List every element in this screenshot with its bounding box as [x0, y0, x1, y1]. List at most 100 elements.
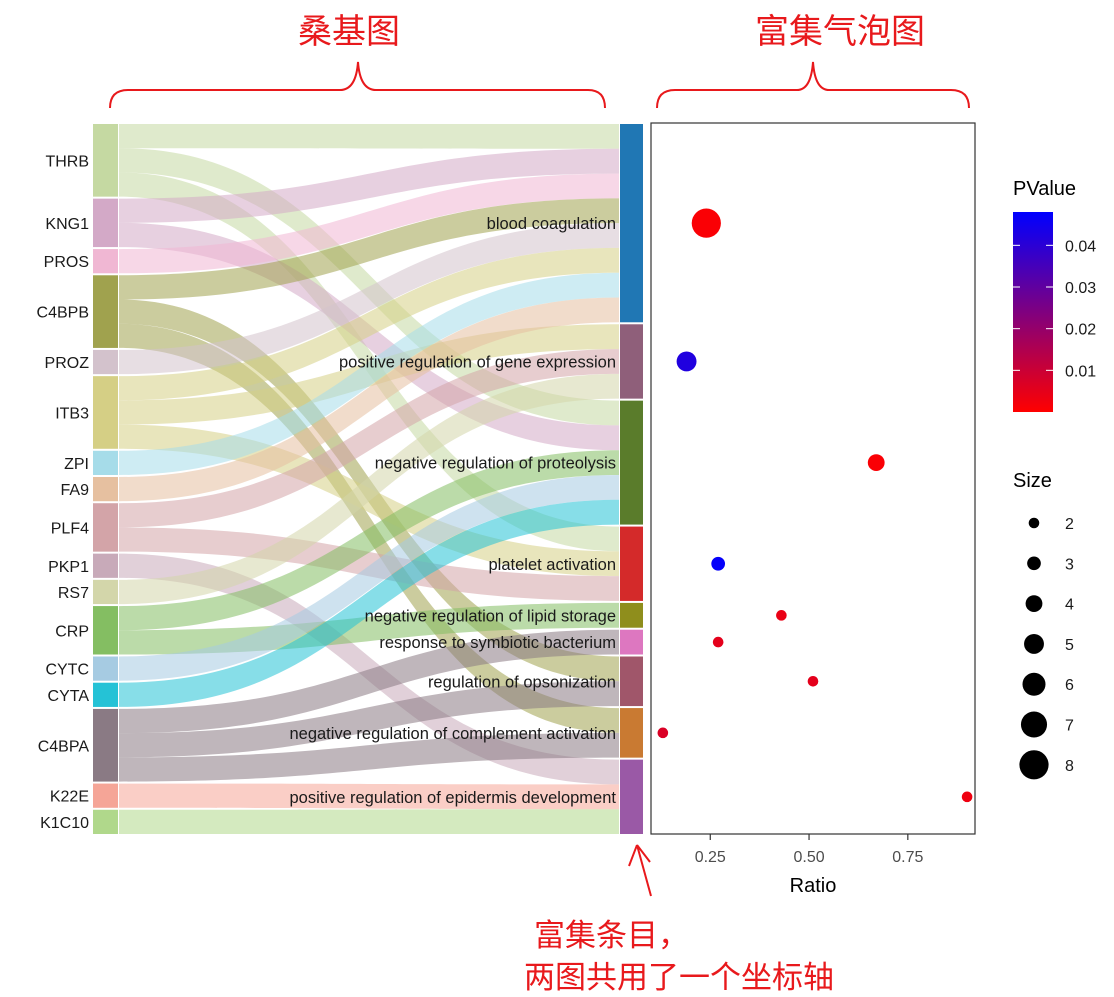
sankey-link-cyta-to-negative-regulation-of-proteolysis	[119, 499, 619, 707]
bubble-bracket	[656, 61, 970, 109]
term-label-negative-regulation-of-complement-activation: negative regulation of complement activa…	[289, 725, 616, 743]
gene-label-k1c10: K1C10	[40, 815, 89, 832]
gene-node-k1c10	[93, 809, 118, 834]
term-label-positive-regulation-of-epidermis-development: positive regulation of epidermis develop…	[289, 789, 616, 807]
term-label-platelet-activation: platelet activation	[489, 556, 617, 574]
gene-node-thrb	[93, 124, 118, 197]
gene-label-itb3: ITB3	[55, 405, 89, 422]
bubble-platelet-activation	[711, 556, 726, 571]
term-node-positive-regulation-of-epidermis-development	[620, 759, 643, 834]
size-legend-label-7: 7	[1065, 718, 1074, 735]
sankey-link-k1c10-to-positive-regulation-of-epidermis-development	[119, 809, 619, 834]
gene-label-proz: PROZ	[45, 355, 90, 372]
gene-label-pkp1: PKP1	[48, 559, 89, 576]
gene-nodes	[93, 124, 118, 834]
gene-node-plf4	[93, 503, 118, 552]
sankey-link-k22e-to-positive-regulation-of-epidermis-development	[119, 783, 619, 810]
bubble-positive-regulation-of-gene-expression	[676, 351, 697, 372]
bubble-chart: 0.25 0.50 0.75 Ratio	[650, 122, 976, 897]
size-legend-label-4: 4	[1065, 597, 1074, 614]
sankey-link-fa9-to-blood-coagulation	[119, 297, 619, 502]
size-legend-dot-6	[1022, 672, 1046, 696]
term-label-negative-regulation-of-lipid-storage: negative regulation of lipid storage	[365, 607, 616, 625]
gene-node-rs7	[93, 579, 118, 605]
size-legend-label-2: 2	[1065, 516, 1074, 533]
gene-node-itb3	[93, 376, 118, 449]
size-legend-items: 2 3 4 5 6 7 8	[1019, 516, 1074, 780]
term-label-response-to-symbiotic-bacterium: response to symbiotic bacterium	[379, 634, 616, 652]
gene-label-rs7: RS7	[58, 585, 89, 602]
sankey-link-c4bpa-to-response-to-symbiotic-bacterium	[119, 629, 619, 734]
sankey-bracket	[109, 61, 606, 109]
gene-node-c4bpb	[93, 275, 118, 348]
gene-label-cyta: CYTA	[48, 688, 90, 705]
gene-label-kng1: KNG1	[45, 216, 89, 233]
x-tick-label-0-25: 0.25	[695, 849, 726, 866]
sankey-link-kng1-to-blood-coagulation	[119, 148, 619, 223]
term-label-positive-regulation-of-gene-expression: positive regulation of gene expression	[339, 353, 616, 371]
x-tick-label-0-75: 0.75	[892, 849, 923, 866]
sankey-link-crp-to-negative-regulation-of-proteolysis	[119, 450, 619, 631]
size-legend-label-8: 8	[1065, 758, 1074, 775]
term-node-response-to-symbiotic-bacterium	[620, 629, 643, 655]
x-axis-title: Ratio	[790, 875, 837, 897]
plot-panel	[650, 122, 976, 835]
sankey-link-plf4-to-platelet-activation	[119, 527, 619, 601]
sankey-link-itb3-to-blood-coagulation	[119, 247, 619, 401]
sankey-link-pros-to-blood-coagulation	[119, 173, 619, 274]
pvalue-tick-label-0-03: 0.03	[1065, 280, 1096, 297]
size-legend-dot-8	[1019, 750, 1049, 780]
gene-node-proz	[93, 349, 118, 375]
gene-label-c4bpa: C4BPA	[38, 738, 90, 755]
bubble-positive-regulation-of-epidermis-development	[961, 791, 973, 803]
gene-node-zpi	[93, 450, 118, 475]
gene-node-c4bpa	[93, 708, 118, 782]
gene-label-plf4: PLF4	[51, 520, 89, 537]
sankey-link-plf4-to-positive-regulation-of-gene-expression	[119, 349, 619, 528]
pvalue-tick-label-0-04: 0.04	[1065, 238, 1096, 255]
gene-label-pros: PROS	[44, 254, 89, 271]
sankey-link-proz-to-blood-coagulation	[119, 223, 619, 375]
x-axis: 0.25 0.50 0.75	[695, 834, 924, 866]
sankey-link-zpi-to-blood-coagulation	[119, 272, 619, 475]
gene-node-kng1	[93, 198, 118, 248]
gene-label-thrb: THRB	[45, 153, 89, 170]
size-legend: Size 2 3 4 5 6 7 8	[1013, 470, 1074, 780]
size-legend-dot-4	[1025, 595, 1043, 612]
term-node-platelet-activation	[620, 526, 643, 601]
term-nodes	[620, 124, 643, 834]
sankey-link-c4bpb-to-blood-coagulation	[119, 198, 619, 300]
annotation-layer: 桑基图 富集气泡图 富集条目， 两图共用了一个坐标轴	[109, 12, 970, 996]
term-node-regulation-of-opsonization	[620, 656, 643, 707]
sankey-link-cytc-to-negative-regulation-of-proteolysis	[119, 475, 619, 681]
bubble-regulation-of-opsonization	[807, 675, 819, 687]
gene-node-k22e	[93, 783, 118, 808]
gene-label-c4bpb: C4BPB	[37, 305, 89, 322]
bubble-response-to-symbiotic-bacterium	[712, 636, 724, 648]
size-legend-dot-7	[1020, 711, 1048, 738]
size-legend-title: Size	[1013, 470, 1052, 492]
gene-label-fa9: FA9	[61, 482, 90, 499]
term-labels: blood coagulation positive regulation of …	[289, 215, 616, 807]
term-node-negative-regulation-of-proteolysis	[620, 400, 643, 525]
size-legend-dot-3	[1027, 556, 1041, 571]
gene-node-pros	[93, 249, 118, 274]
bubble-annotation-title: 富集气泡图	[755, 12, 925, 52]
gene-node-cytc	[93, 656, 118, 681]
gene-label-k22e: K22E	[50, 789, 89, 806]
pvalue-legend-ticks: 0.01 0.02 0.03 0.04	[1013, 238, 1096, 380]
gene-labels: THRB KNG1 PROS C4BPB PROZ ITB3 ZPI FA9 PLF4 PKP1 R…	[37, 153, 90, 832]
gene-label-zpi: ZPI	[64, 456, 89, 473]
pvalue-legend: PValue 0.01 0.02 0.03 0.04	[1013, 178, 1096, 412]
term-node-negative-regulation-of-complement-activation	[620, 708, 643, 758]
sankey-annotation-title: 桑基图	[298, 12, 400, 52]
size-legend-label-3: 3	[1065, 556, 1074, 573]
gene-node-crp	[93, 606, 118, 655]
size-legend-dot-5	[1024, 633, 1044, 654]
bubble-blood-coagulation	[691, 208, 721, 238]
term-label-blood-coagulation: blood coagulation	[487, 215, 616, 233]
shared-axis-note-line1: 富集条目，	[534, 918, 689, 954]
sankey-links	[119, 124, 619, 834]
gene-label-cytc: CYTC	[45, 662, 89, 679]
